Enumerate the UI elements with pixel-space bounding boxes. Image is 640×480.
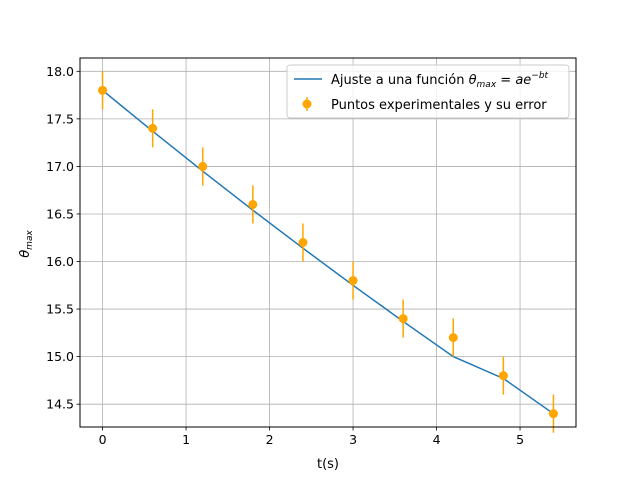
legend-box bbox=[286, 64, 570, 119]
y-tick-label: 15.0 bbox=[46, 349, 74, 364]
y-tick-label: 15.5 bbox=[46, 302, 74, 317]
y-tick-label: 17.5 bbox=[46, 111, 74, 126]
y-tick-label: 14.5 bbox=[46, 397, 74, 412]
data-point bbox=[498, 371, 508, 381]
fit-line bbox=[102, 89, 554, 415]
y-tick-label: 16.0 bbox=[46, 254, 74, 269]
legend-fit-prefix: Ajuste a una función bbox=[331, 73, 469, 88]
y-axis-label: θmax bbox=[18, 230, 35, 258]
data-point bbox=[448, 333, 458, 343]
plot-frame bbox=[79, 57, 577, 428]
legend-fit-subscript: max bbox=[477, 80, 497, 90]
y-axis-label-subscript: max bbox=[25, 230, 35, 250]
x-tick-label: 3 bbox=[349, 432, 357, 447]
data-point bbox=[298, 238, 308, 247]
data-point bbox=[198, 161, 208, 171]
legend-entry-points: Puntos experimentales y su error bbox=[331, 98, 547, 113]
x-tick-label: 4 bbox=[433, 432, 441, 447]
legend: Ajuste a una función θmax = ae−bt Puntos… bbox=[286, 64, 570, 119]
data-point bbox=[148, 123, 158, 133]
legend-marker-swatch bbox=[302, 99, 312, 109]
x-axis-label: t(s) bbox=[317, 457, 339, 472]
legend-fit-exponent: −bt bbox=[531, 71, 548, 81]
y-tick-label: 18.0 bbox=[46, 64, 74, 79]
data-point bbox=[398, 314, 408, 324]
x-tick-label: 2 bbox=[266, 432, 274, 447]
data-point bbox=[348, 276, 358, 286]
data-point bbox=[248, 199, 258, 209]
y-tick-label: 16.5 bbox=[46, 206, 74, 221]
x-tick-label: 0 bbox=[99, 432, 107, 447]
data-point bbox=[98, 85, 108, 95]
y-axis-label-theta: θ bbox=[18, 250, 33, 258]
y-tick-label: 17.0 bbox=[46, 159, 74, 174]
x-tick-label: 5 bbox=[516, 432, 524, 447]
axis-ticks: 0 1 2 3 4 5 14.5 15.0 15.5 16.0 16.5 17.0 17.5 18.0 bbox=[46, 64, 524, 447]
legend-fit-equals: = bbox=[496, 73, 515, 88]
experimental-points-series bbox=[98, 71, 558, 433]
legend-entry-fit: Ajuste a una función θmax = ae−bt bbox=[331, 71, 549, 90]
legend-fit-theta: θ bbox=[469, 73, 477, 88]
x-tick-label: 1 bbox=[182, 432, 190, 447]
data-point bbox=[548, 409, 558, 419]
fit-line-series bbox=[102, 89, 554, 415]
legend-fit-ae: ae bbox=[515, 73, 531, 88]
